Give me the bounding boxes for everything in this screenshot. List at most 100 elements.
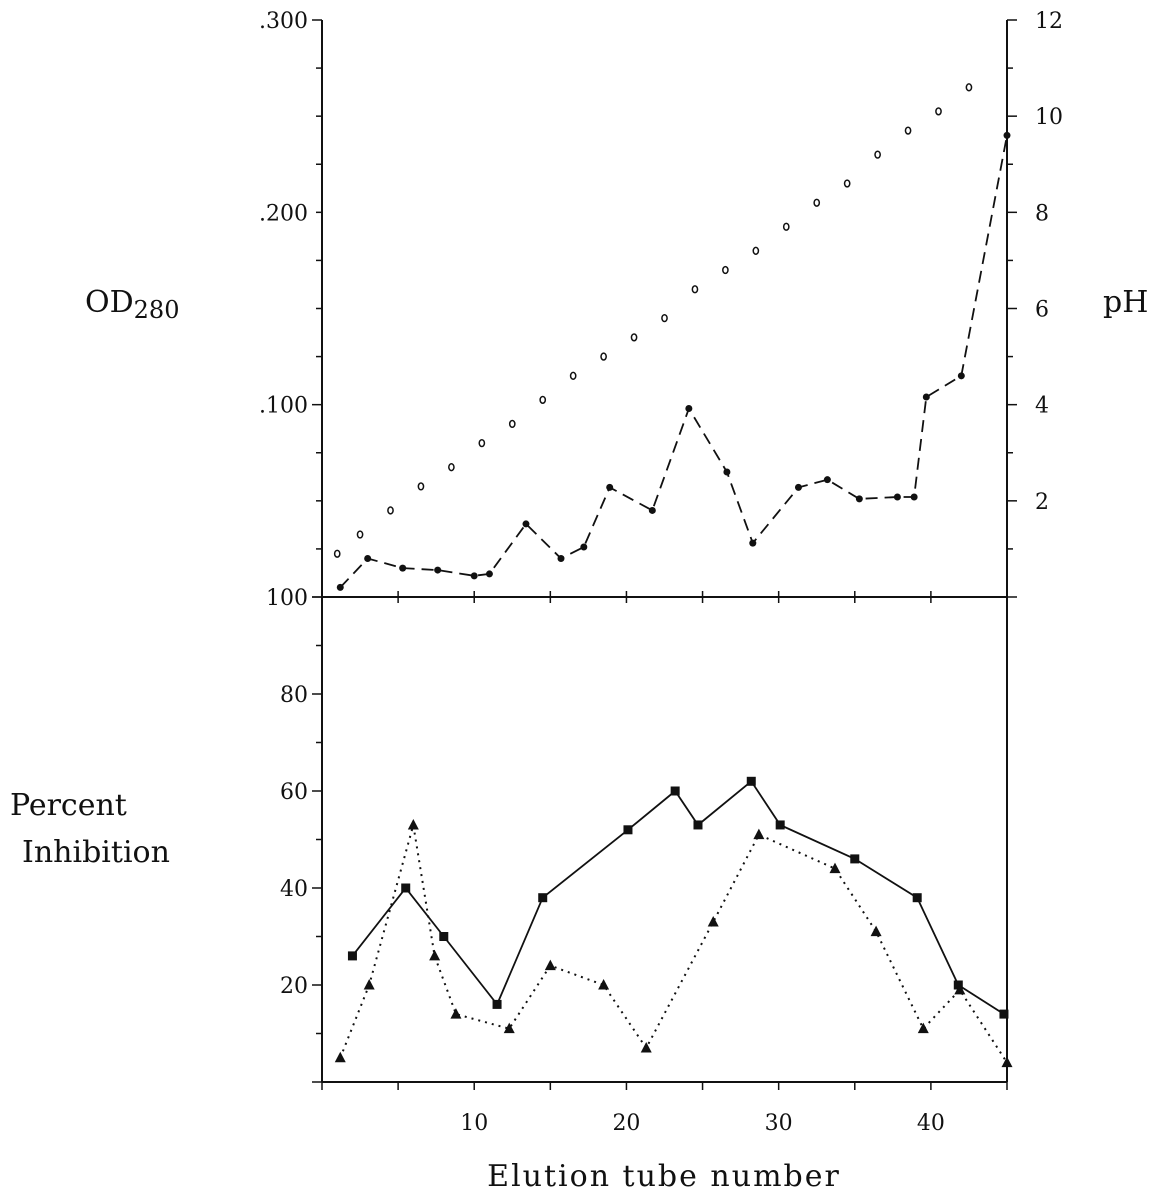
bottom-series-1-point — [954, 983, 966, 995]
bottom-series-0-point — [439, 932, 449, 941]
bottom-series-1-point — [363, 979, 375, 990]
top-series-1-point — [691, 285, 699, 294]
top-series-1-point — [356, 530, 364, 539]
top-series-0-point — [364, 555, 372, 563]
inhibition-tick-labels: 100 80 60 40 20 — [266, 586, 308, 999]
top-series-1-point — [387, 506, 394, 515]
top-series-0-point — [470, 572, 478, 580]
tube-tick-label: 30 — [765, 1111, 793, 1136]
ph-tick-label: 4 — [1035, 394, 1049, 419]
bottom-series-0-point — [999, 1009, 1009, 1019]
bottom-series-0-point — [953, 980, 963, 990]
top-series-1-point — [722, 265, 729, 275]
ph-axis-title: pH — [1103, 285, 1148, 320]
bottom-series-1-point — [829, 862, 841, 874]
ph-tick-label: 10 — [1035, 105, 1063, 130]
bottom-series-1-point — [870, 925, 882, 937]
top-series-0-point — [557, 555, 565, 563]
tube-number-tick-labels: 10 20 30 40 — [460, 1111, 945, 1136]
top-series-1-point — [478, 438, 486, 448]
top-series-1-point — [600, 352, 607, 361]
bottom-series-1-point — [753, 828, 765, 840]
top-series-1-point — [813, 198, 821, 207]
top-series-1-point — [508, 419, 516, 429]
top-series-0-line — [339, 135, 1008, 589]
top-series-0-point — [434, 566, 442, 574]
top-series-1-point — [569, 371, 577, 380]
bottom-series-1-point — [598, 979, 610, 990]
bottom-series-1-point — [334, 1051, 346, 1063]
bottom-series-1-point — [917, 1022, 929, 1034]
top-series-0-point — [823, 476, 831, 484]
top-series-1-point — [935, 107, 942, 116]
top-series-1-point — [448, 463, 455, 472]
top-series-0-point — [855, 495, 863, 503]
od-axis-title-main: OD — [85, 285, 134, 320]
ph-tick-label: 2 — [1035, 490, 1049, 515]
tube-tick-label: 20 — [612, 1111, 640, 1136]
bottom-series-0-point — [775, 820, 785, 830]
x-axis-title: Elution tube number — [487, 1159, 841, 1194]
bottom-series-0-point — [623, 825, 633, 835]
inhibition-axis-title-line1: Percent — [10, 788, 127, 823]
inhibition-tick-label: 80 — [280, 683, 308, 708]
tube-tick-label: 10 — [460, 1111, 488, 1136]
od-axis-title-subscript: 280 — [134, 296, 180, 324]
top-series-1-point — [752, 246, 760, 255]
top-series-0-point — [685, 405, 693, 413]
bottom-series-1-point — [640, 1042, 652, 1053]
top-series-1-point — [874, 150, 881, 159]
bottom-series-1-point — [707, 915, 719, 927]
top-series-0-point — [749, 539, 757, 547]
top-series-0-point — [1003, 131, 1011, 139]
bottom-series-0-point — [746, 776, 756, 786]
ph-tick-label: 12 — [1035, 9, 1063, 34]
top-series-1-point — [661, 313, 668, 323]
bottom-series-0-point — [693, 820, 703, 830]
ph-tick-label: 6 — [1035, 298, 1049, 323]
inhibition-axis-title-line2: Inhibition — [22, 835, 170, 870]
bottom-series-1-point — [544, 959, 556, 971]
plot-frame — [321, 20, 1008, 1083]
bottom-series-0-point — [912, 893, 922, 903]
top-series-0-point — [893, 493, 901, 501]
bottom-series-0-point — [401, 883, 411, 893]
top-series-0-point — [336, 583, 344, 591]
top-series-1-point — [904, 126, 912, 135]
top-series-0-point — [399, 564, 407, 572]
top-series-1-point — [843, 179, 851, 188]
inhibition-tick-label: 20 — [280, 974, 308, 999]
tube-tick-label: 40 — [917, 1111, 945, 1136]
bottom-series-0-point — [850, 854, 860, 864]
series-layer — [333, 83, 1013, 1068]
bottom-series-1-point — [407, 818, 419, 830]
top-series-0-point — [648, 506, 656, 514]
ph-tick-label: 8 — [1035, 201, 1049, 226]
inhibition-tick-label: 60 — [280, 780, 308, 805]
od-axis-title: OD280 — [85, 285, 179, 324]
bottom-series-0-point — [347, 951, 357, 961]
top-series-0-point — [522, 520, 530, 528]
bottom-series-0-line — [351, 779, 1005, 1015]
top-series-1-point — [333, 549, 341, 558]
top-series-1-point — [417, 482, 425, 491]
od-tick-label: .100 — [259, 394, 308, 419]
top-series-1-point — [539, 395, 547, 405]
bottom-series-0-point — [670, 786, 680, 796]
top-series-0-point — [957, 372, 965, 380]
od-tick-label: .200 — [259, 201, 308, 226]
inhibition-tick-label: 100 — [266, 586, 308, 611]
top-series-1-point — [782, 222, 790, 231]
axis-ticks — [312, 19, 1017, 1090]
od-tick-label: .300 — [259, 9, 308, 34]
top-series-0-point — [910, 493, 918, 501]
top-series-0-point — [606, 483, 614, 491]
ph-tick-labels: 12 10 8 6 4 2 — [1035, 9, 1063, 515]
od-tick-labels: .300 .200 .100 — [259, 9, 308, 419]
bottom-series-1-point — [1001, 1056, 1013, 1068]
top-series-1-point — [965, 83, 973, 92]
top-series-1-point — [630, 333, 638, 342]
inhibition-tick-label: 40 — [280, 877, 308, 902]
top-series-0-point — [922, 393, 930, 401]
